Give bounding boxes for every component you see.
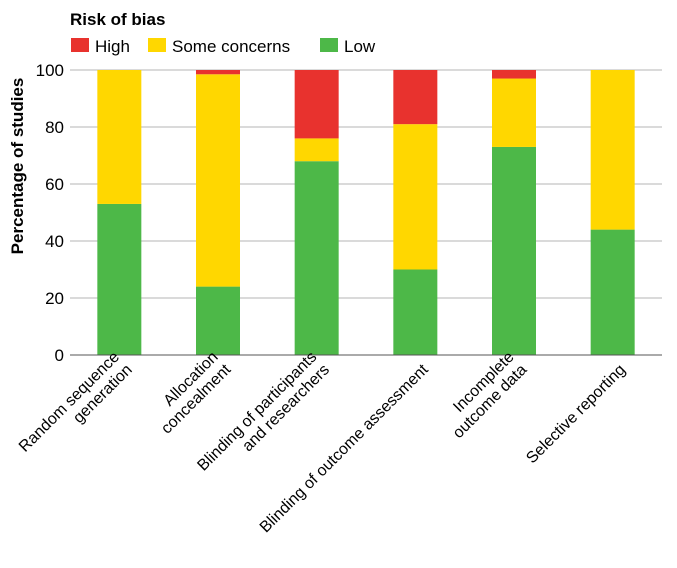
y-tick-label: 100 <box>36 61 64 80</box>
legend: Risk of bias High Some concerns Low <box>70 10 376 56</box>
bar-segment-high <box>294 70 339 139</box>
y-axis-label: Percentage of studies <box>8 78 27 255</box>
bar-segment-some-concerns <box>393 124 438 270</box>
bar-segment-low <box>393 269 438 355</box>
y-tick-label: 80 <box>45 118 64 137</box>
x-tick-label: Allocationconcealment <box>145 348 234 437</box>
gridlines <box>70 69 662 299</box>
y-tick-labels: 0 20 40 60 80 100 <box>36 61 64 365</box>
bar-segment-some-concerns <box>590 70 635 230</box>
x-tick-label: Incompleteoutcome data <box>437 349 530 442</box>
legend-label-low: Low <box>344 37 376 56</box>
bar-segment-high <box>196 70 240 75</box>
legend-swatch-high <box>71 38 89 52</box>
bar-segment-low <box>196 286 240 355</box>
y-tick-label: 0 <box>55 346 64 365</box>
legend-label-some-concerns: Some concerns <box>172 37 290 56</box>
legend-swatch-low <box>320 38 338 52</box>
x-tick-label-line: Selective reporting <box>523 361 629 467</box>
bar-segment-some-concerns <box>294 138 339 162</box>
y-tick-label: 60 <box>45 175 64 194</box>
y-tick-label: 20 <box>45 289 64 308</box>
bar-segment-high <box>492 70 536 79</box>
bars <box>97 70 635 355</box>
bar-segment-some-concerns <box>97 70 142 204</box>
bar-segment-some-concerns <box>492 78 536 147</box>
y-tick-label: 40 <box>45 232 64 251</box>
x-tick-label: Random sequencegeneration <box>16 349 136 469</box>
bar-segment-low <box>294 161 339 355</box>
bar-segment-low <box>97 203 142 355</box>
bar-segment-low <box>590 229 635 355</box>
bar-segment-high <box>393 70 438 125</box>
bar-segment-low <box>492 146 536 355</box>
legend-label-high: High <box>95 37 130 56</box>
x-tick-label: Selective reporting <box>523 361 629 467</box>
legend-title: Risk of bias <box>70 10 165 29</box>
bar-segment-some-concerns <box>196 74 240 287</box>
x-tick-labels: Random sequencegeneration Allocationconce… <box>16 348 629 537</box>
legend-swatch-some-concerns <box>148 38 166 52</box>
